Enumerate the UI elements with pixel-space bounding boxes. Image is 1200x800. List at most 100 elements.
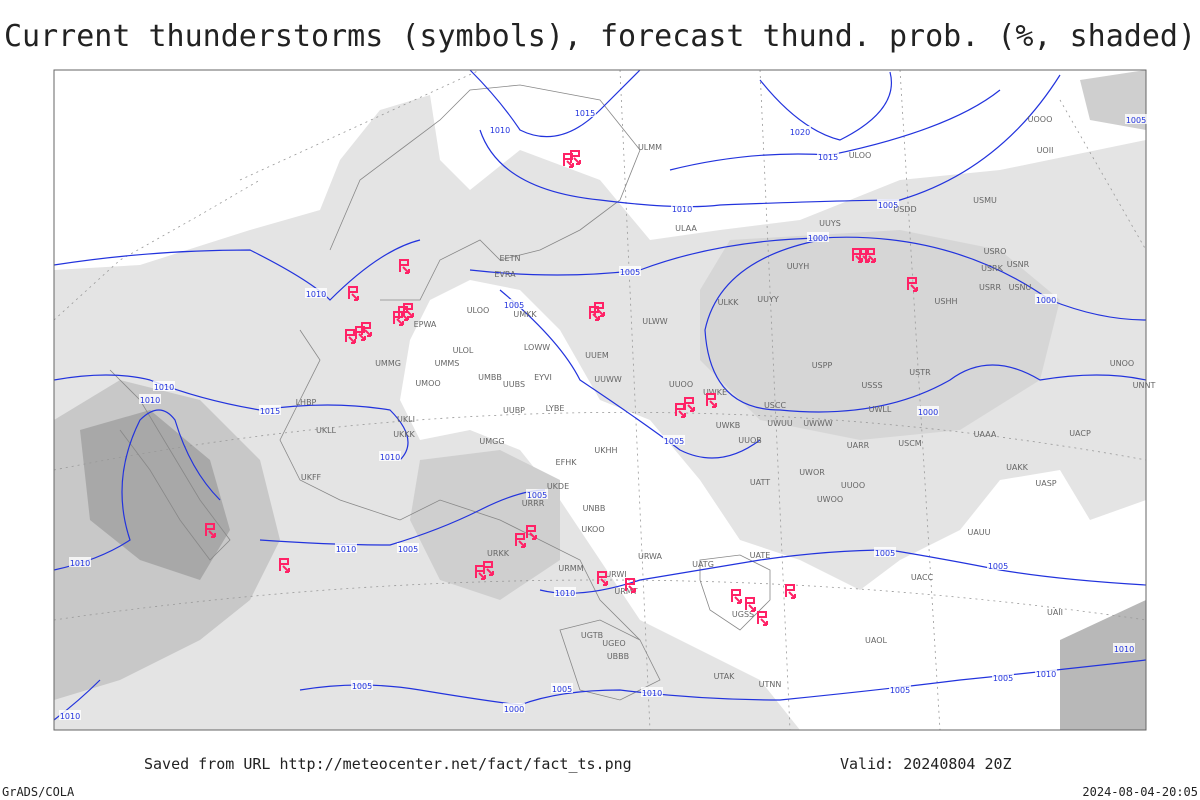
- isobar-label-bg: [1035, 668, 1057, 678]
- grid-line: [759, 69, 791, 731]
- station-label: USPP: [812, 361, 833, 370]
- station-label: UUWW: [594, 375, 622, 384]
- grid-line: [53, 579, 1147, 621]
- station-label: UTNN: [759, 680, 782, 689]
- station-label: USNR: [1007, 260, 1030, 269]
- station-label: ULKK: [718, 298, 740, 307]
- isobar-label: 1010: [672, 205, 692, 214]
- isobar-label: 1015: [575, 109, 595, 118]
- isobar: [53, 409, 221, 571]
- coastline: [109, 369, 231, 561]
- shading-mid: [410, 450, 560, 600]
- isobar-label: 1005: [398, 545, 418, 554]
- isobar: [759, 71, 892, 141]
- isobar-label-bg: [259, 405, 281, 415]
- isobar-label: 1005: [1126, 116, 1146, 125]
- coastline: [559, 619, 661, 701]
- station-label: UUBS: [503, 380, 525, 389]
- isobar-label: 1015: [260, 407, 280, 416]
- isobar-label: 1010: [380, 453, 400, 462]
- station-label: USTR: [909, 368, 931, 377]
- station-label: UUYS: [819, 219, 841, 228]
- isobar-label: 1010: [60, 712, 80, 721]
- station-label: ULOO: [467, 306, 490, 315]
- station-label: URMT: [614, 587, 637, 596]
- isobar-label-bg: [503, 299, 525, 309]
- isobar-label: 1010: [70, 559, 90, 568]
- station-label: UKLL: [316, 426, 337, 435]
- grid-line: [53, 411, 1147, 471]
- thunderstorm-symbol: [745, 597, 756, 612]
- station-label: UMGG: [479, 437, 504, 446]
- isobar-label-bg: [139, 394, 161, 404]
- station-label: UWOR: [799, 468, 825, 477]
- isobar: [499, 289, 761, 459]
- isobar-label: 1010: [1036, 670, 1056, 679]
- isobar-label-bg: [526, 489, 548, 499]
- station-label: UKHH: [594, 446, 617, 455]
- station-label: UUBP: [503, 406, 525, 415]
- isobar-label: 1010: [490, 126, 510, 135]
- isobar-label-bg: [877, 199, 899, 209]
- station-label: UKKK: [393, 430, 415, 439]
- isobar-label-bg: [1125, 114, 1147, 124]
- station-label: USRO: [984, 247, 1007, 256]
- station-label: UAKK: [1006, 463, 1029, 472]
- station-label: UGEO: [602, 639, 625, 648]
- isobar-label: 1005: [664, 437, 684, 446]
- grid-line: [1059, 99, 1147, 251]
- credit: GrADS/COLA: [2, 785, 75, 799]
- grid-line: [239, 69, 481, 181]
- station-label: ULWW: [642, 317, 667, 326]
- isobar-label: 1015: [818, 153, 838, 162]
- isobar-label-bg: [503, 703, 525, 713]
- station-label: UAAA: [974, 430, 997, 439]
- station-label: UACP: [1069, 429, 1091, 438]
- station-label: USDD: [893, 205, 916, 214]
- station-label: USNU: [1009, 283, 1032, 292]
- isobar-label-bg: [663, 435, 685, 445]
- isobar-label-bg: [305, 288, 327, 298]
- station-label: USSS: [861, 381, 882, 390]
- border: [279, 329, 641, 641]
- isobar-label-bg: [917, 406, 939, 416]
- thunderstorm-symbol: [483, 561, 494, 576]
- thunderstorm-symbol: [625, 578, 636, 593]
- isobar-label: 1010: [642, 689, 662, 698]
- station-label: UNOO: [1110, 359, 1134, 368]
- isobar-label: 1020: [790, 128, 810, 137]
- station-label: UKFF: [301, 473, 322, 482]
- thunderstorm-symbol: [345, 329, 356, 344]
- station-label: EETN: [500, 254, 521, 263]
- thunderstorm-symbol: [570, 150, 581, 165]
- station-label: UKDE: [547, 482, 569, 491]
- isobar-label-bg: [619, 266, 641, 276]
- grid-line: [899, 69, 941, 731]
- station-label: UNBB: [583, 504, 606, 513]
- isobar-label: 1005: [878, 201, 898, 210]
- station-label: UUYY: [757, 295, 779, 304]
- isobar-label: 1005: [988, 562, 1008, 571]
- isobar: [704, 239, 1147, 413]
- isobar-label-bg: [874, 547, 896, 557]
- isobar-label: 1005: [504, 301, 524, 310]
- source-url: Saved from URL http://meteocenter.net/fa…: [144, 755, 632, 773]
- coastlines: [109, 84, 771, 701]
- isobar-label-bg: [1113, 643, 1135, 653]
- station-label: ULOO: [849, 151, 872, 160]
- timestamp: 2024-08-04-20:05: [1082, 785, 1198, 799]
- isobar-label: 1000: [504, 705, 524, 714]
- valid-time: Valid: 20240804 20Z: [840, 755, 1012, 773]
- station-label: UWUU: [767, 419, 793, 428]
- title: Current thunderstorms (symbols), forecas…: [4, 19, 1196, 54]
- isobar-label: 1010: [306, 290, 326, 299]
- station-label: UUOO: [841, 481, 865, 490]
- station-label: URRR: [522, 499, 545, 508]
- isobar-label-bg: [489, 124, 511, 134]
- isobar: [53, 679, 101, 721]
- isobar-label: 1000: [1036, 296, 1056, 305]
- station-label: URWI: [605, 570, 626, 579]
- station-label: UOOO: [1028, 115, 1053, 124]
- grid-line: [619, 69, 651, 731]
